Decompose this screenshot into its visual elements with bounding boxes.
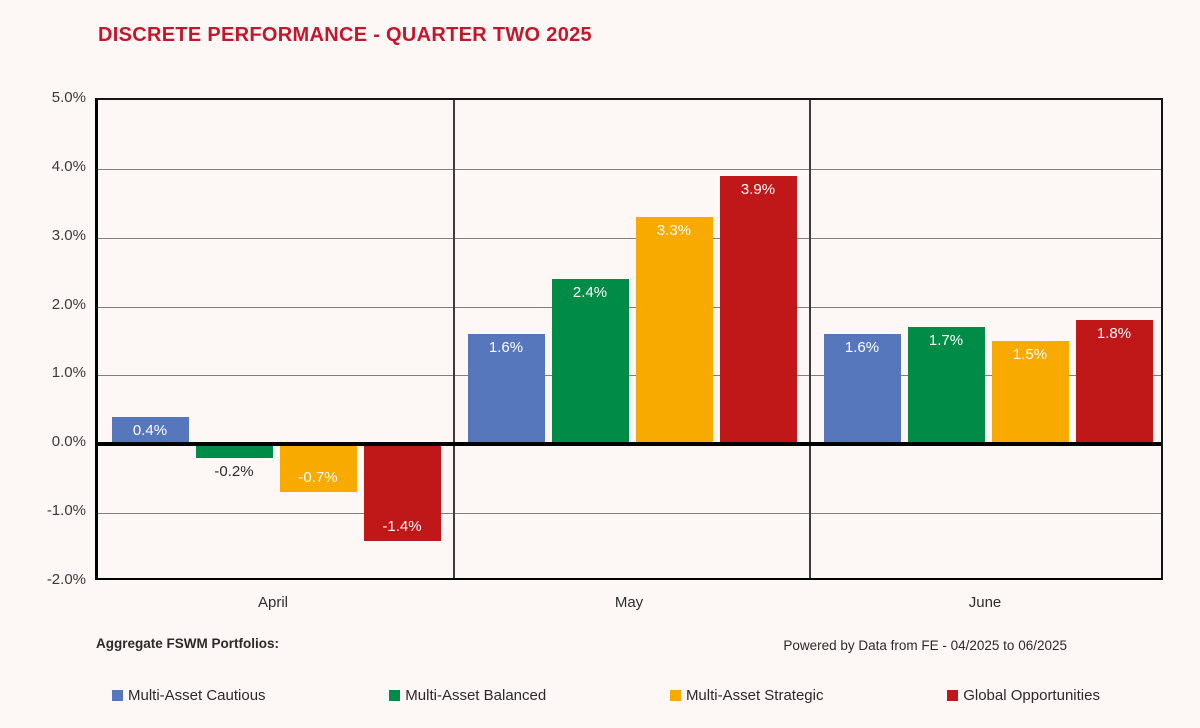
x-category-label: June (968, 594, 1002, 611)
legend-swatch (669, 689, 681, 701)
footer-note: Aggregate FSWM Portfolios: (96, 636, 279, 651)
y-tick-label: 3.0% (51, 226, 86, 244)
legend-swatch (947, 689, 959, 701)
y-tick-label: -1.0% (46, 502, 86, 520)
bar-value-label: 3.3% (656, 222, 692, 240)
bar-may-2: 2.4% (551, 279, 629, 445)
category-divider (809, 100, 811, 578)
bar-value-label: -1.4% (382, 517, 422, 535)
bar-april-1: 0.4% (111, 416, 189, 445)
bar-value-label: 3.9% (740, 180, 776, 198)
chart-title: DISCRETE PERFORMANCE - QUARTER TWO 2025 (98, 24, 592, 46)
x-category-label: April (257, 594, 288, 611)
gridline (98, 237, 1161, 239)
bar-value-label: 1.7% (928, 332, 964, 350)
bar-april-4: -1.4% (363, 444, 441, 541)
bar-may-3: 3.3% (635, 217, 713, 445)
y-tick-label: -2.0% (46, 571, 86, 588)
bar-april-3: -0.7% (279, 444, 357, 493)
bar-value-label: 0.4% (132, 421, 168, 439)
plot-area: 0.4% 1.6% 1.6% -0.2% 2.4% 1.7% -0.7% 3.3% 1.5% -1… (95, 98, 1163, 580)
category-divider (453, 100, 455, 578)
legend-label: Global Opportunities (963, 686, 1100, 704)
gridline (98, 306, 1161, 308)
legend-label: Multi-Asset Strategic (685, 686, 824, 704)
legend-item: Multi-Asset Balanced (389, 687, 546, 704)
legend-swatch (112, 689, 123, 701)
bar-value-label: 1.8% (1096, 325, 1132, 343)
bar-april-2: -0.2% (195, 444, 273, 480)
bar-value-label: 1.6% (844, 339, 880, 357)
bar-value-label: 1.5% (1012, 346, 1048, 363)
bar-value-label: 2.4% (572, 284, 608, 302)
gridline (98, 168, 1161, 170)
y-tick-label: 5.0% (51, 89, 86, 106)
legend: Multi-Asset Cautious Multi-Asset Balanced… (112, 682, 1100, 708)
data-attribution: Powered by Data from FE - 04/2025 to 06/… (783, 638, 1067, 653)
legend-swatch (389, 689, 401, 701)
bar-value-label: -0.2% (214, 463, 254, 481)
y-tick-label: 1.0% (51, 364, 86, 382)
x-category-label: May (614, 594, 644, 611)
bar-value-label: 1.6% (488, 339, 524, 357)
y-tick-label: 4.0% (51, 157, 86, 175)
y-tick-label: 2.0% (51, 295, 86, 313)
bar-june-2: 1.7% (907, 327, 985, 445)
legend-label: Multi-Asset Cautious (128, 686, 266, 704)
legend-label: Multi-Asset Balanced (405, 686, 547, 704)
legend-item: Multi-Asset Cautious (112, 687, 266, 704)
legend-item: Global Opportunities (947, 687, 1100, 704)
bar-june-1: 1.6% (823, 334, 901, 445)
zero-axis-line (98, 442, 1161, 447)
y-tick-label: 0.0% (51, 433, 86, 451)
gridline (98, 375, 1161, 377)
legend-item: Multi-Asset Strategic (669, 686, 824, 704)
bar-may-4: 3.9% (719, 175, 797, 445)
bar-value-label: -0.7% (298, 469, 338, 487)
bar-june-3: 1.5% (991, 341, 1069, 445)
bar-june-4: 1.8% (1075, 320, 1153, 445)
gridline (98, 513, 1161, 515)
bar-may-1: 1.6% (467, 334, 545, 445)
